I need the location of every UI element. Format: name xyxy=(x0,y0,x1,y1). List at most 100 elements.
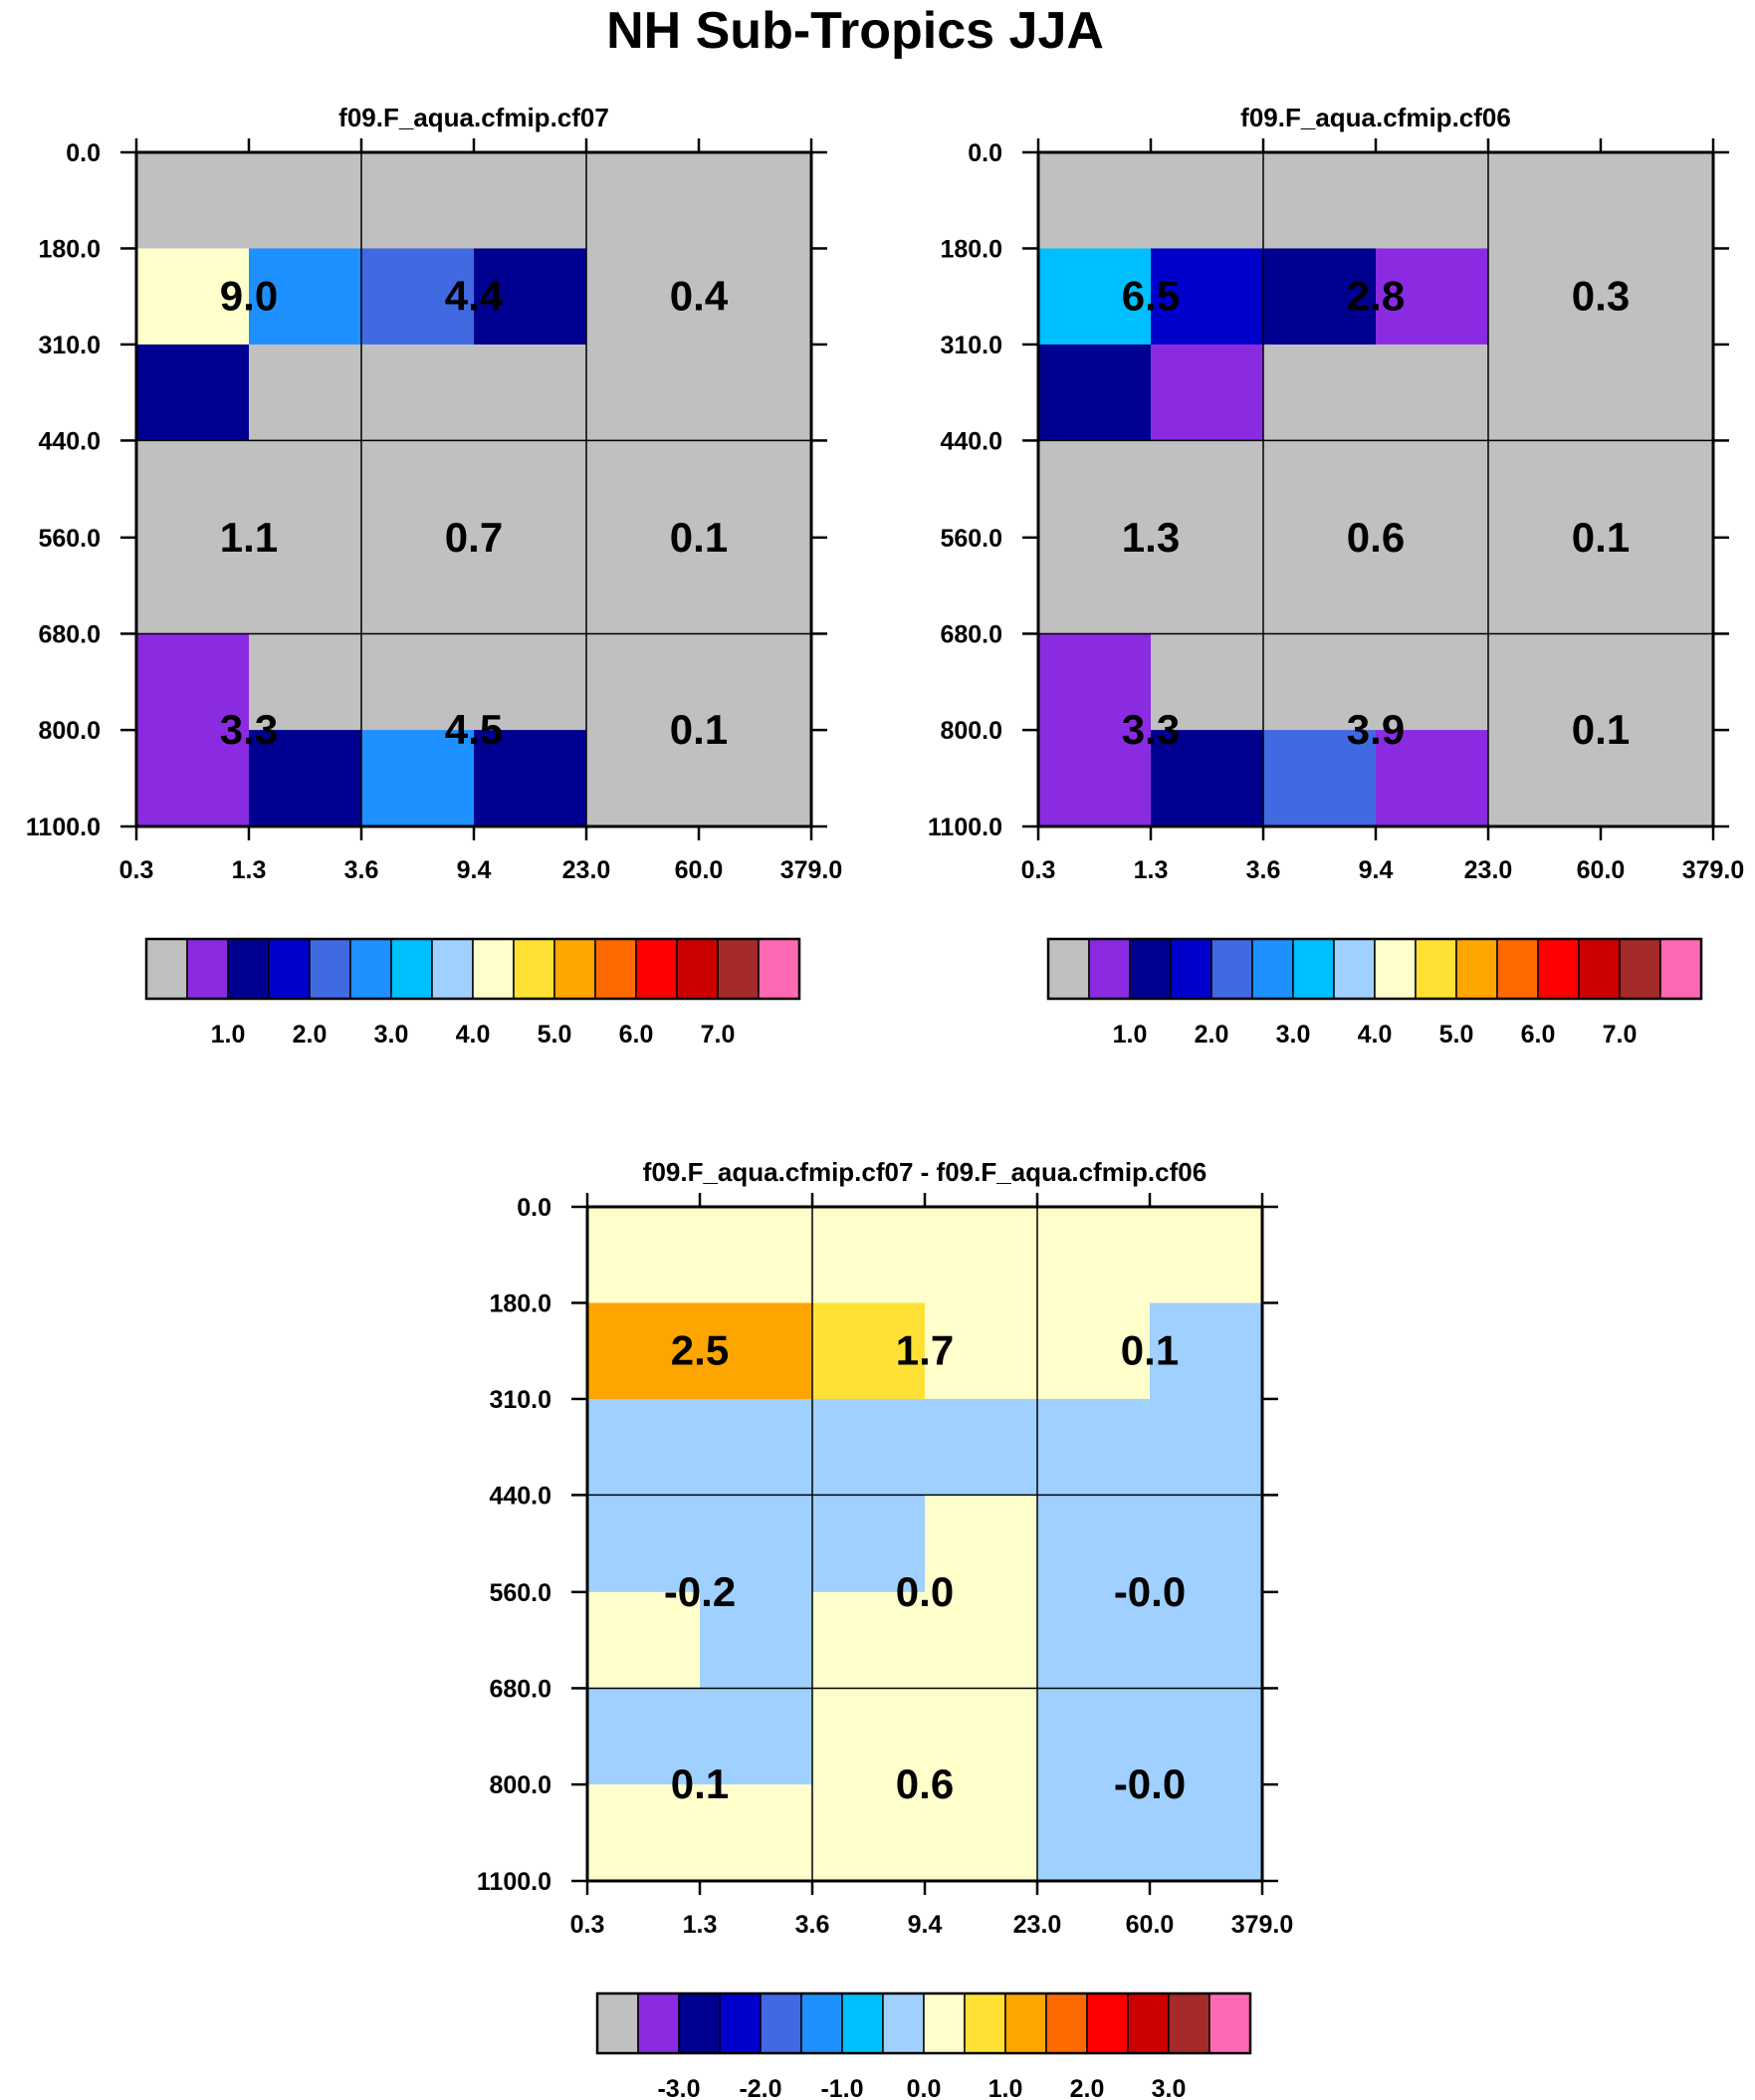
heatmap-cell xyxy=(699,730,812,827)
heatmap-cell xyxy=(925,1784,1038,1882)
heatmap-cell xyxy=(1488,248,1602,346)
colorbar-label: 7.0 xyxy=(1603,1021,1638,1049)
heatmap-cell xyxy=(586,633,700,731)
colorbar-box xyxy=(758,938,800,1000)
colorbar-box xyxy=(1004,1992,1047,2054)
y-tick-label: 1100.0 xyxy=(477,1868,551,1896)
heatmap-cell xyxy=(249,537,362,634)
panels: f09.F_aqua.cfmip.cf07 0.3 1.3 3.6 9.4 23.0 60.… xyxy=(26,103,1744,2100)
heatmap-cell xyxy=(1151,537,1264,634)
colorbar-box xyxy=(1659,938,1702,1000)
heatmap-cell xyxy=(1488,633,1602,731)
heatmap-cell xyxy=(587,1398,701,1496)
x-tick-label: 1.3 xyxy=(232,856,267,884)
heatmap-cell xyxy=(699,344,812,441)
heatmap-cell xyxy=(1488,440,1602,539)
colorbar-box xyxy=(1292,938,1335,1000)
colorbar-box xyxy=(1208,1992,1251,2054)
y-tick-label: 560.0 xyxy=(489,1579,551,1607)
cell-value-label: 1.1 xyxy=(220,514,278,561)
heatmap-cell xyxy=(587,1302,701,1400)
x-tick-label: 60.0 xyxy=(1126,1911,1175,1939)
cell-value-label: 0.1 xyxy=(670,706,728,753)
colorbar-box xyxy=(268,938,311,1000)
colorbar-label: 4.0 xyxy=(1358,1021,1393,1049)
heatmap-cell xyxy=(474,344,587,441)
heatmap-cell xyxy=(587,1207,701,1303)
colorbar-label: 7.0 xyxy=(701,1021,736,1049)
colorbar-label: 2.0 xyxy=(1195,1021,1229,1049)
heatmap-cell xyxy=(1150,1207,1263,1303)
colorbar-frame xyxy=(595,1991,1252,2055)
cell-value-label: -0.0 xyxy=(1114,1760,1186,1807)
heatmap-cell xyxy=(586,440,700,539)
y-tick-label: 800.0 xyxy=(38,717,101,745)
heatmap-cell xyxy=(361,537,475,634)
heatmap-cell xyxy=(700,1207,813,1303)
y-tick-label: 560.0 xyxy=(940,525,1002,553)
y-tick-label: 180.0 xyxy=(940,235,1002,263)
heatmap-cell xyxy=(587,1688,701,1785)
heatmap-cell xyxy=(925,1302,1038,1400)
colorbar-label: 3.0 xyxy=(1152,2075,1187,2100)
heatmap-cell xyxy=(361,730,475,827)
colorbar: -3.0 -2.0 -1.0 0.0 1.0 2.0 3.0 xyxy=(595,1991,1252,2100)
heatmap-cell xyxy=(812,1784,926,1882)
colorbar-label: 2.0 xyxy=(293,1021,328,1049)
heatmap-cell xyxy=(1263,344,1377,441)
colorbar-box xyxy=(1537,938,1580,1000)
heatmap-cell xyxy=(700,1495,813,1593)
heatmap-cell xyxy=(1151,730,1264,827)
colorbar-box xyxy=(513,938,555,1000)
cell-value-label: 0.6 xyxy=(1347,514,1405,561)
heatmap-cell xyxy=(587,1495,701,1593)
heatmap-cell xyxy=(586,730,700,827)
y-tick-label: 0.0 xyxy=(517,1194,551,1222)
heatmap-cell xyxy=(1038,730,1152,827)
cell-value-label: 9.0 xyxy=(220,273,278,320)
y-tick-label: 680.0 xyxy=(489,1675,551,1703)
heatmap-cell xyxy=(1376,440,1489,539)
colorbar-box xyxy=(596,1992,639,2054)
heatmap-cell xyxy=(136,730,250,827)
y-tick-label: 180.0 xyxy=(489,1289,551,1317)
heatmap-cell xyxy=(1038,537,1152,634)
colorbar-box xyxy=(227,938,270,1000)
colorbar-label: 3.0 xyxy=(374,1021,409,1049)
x-tick-label: 379.0 xyxy=(1682,856,1745,884)
panel-3: f09.F_aqua.cfmip.cf07 - f09.F_aqua.cfmip… xyxy=(477,1157,1293,2100)
heatmap-cell xyxy=(1038,440,1152,539)
colorbar-label: 0.0 xyxy=(907,2075,942,2100)
colorbar-box xyxy=(390,938,433,1000)
colorbar-box xyxy=(676,938,719,1000)
heatmap-cell xyxy=(925,1398,1038,1496)
heatmap-cell xyxy=(1376,344,1489,441)
y-tick-label: 1100.0 xyxy=(928,814,1002,841)
cell-value-label: 0.7 xyxy=(445,514,503,561)
heatmap-cell xyxy=(1151,152,1264,249)
colorbar-label: -2.0 xyxy=(739,2075,781,2100)
heatmap-cell xyxy=(1488,537,1602,634)
colorbar-box xyxy=(1047,938,1090,1000)
colorbar-box xyxy=(349,938,392,1000)
colorbar-box xyxy=(964,1992,1006,2054)
cell-value-label: 3.3 xyxy=(220,706,278,753)
heatmap-cell xyxy=(700,1398,813,1496)
colorbar-box xyxy=(717,938,760,1000)
heatmap-cell xyxy=(1038,344,1152,441)
heatmap-cell xyxy=(925,1591,1038,1689)
colorbar-label: -1.0 xyxy=(820,2075,863,2100)
heatmap-cell xyxy=(1376,633,1489,731)
colorbar-box xyxy=(1088,938,1131,1000)
colorbar-label: 6.0 xyxy=(1521,1021,1556,1049)
colorbar-label: 4.0 xyxy=(456,1021,491,1049)
cell-value-label: 4.5 xyxy=(445,706,503,753)
colorbar-box xyxy=(719,1992,762,2054)
colorbar-box xyxy=(1415,938,1457,1000)
heatmap-cell xyxy=(136,248,250,346)
colorbar-label: 1.0 xyxy=(1113,1021,1148,1049)
heatmap-cell xyxy=(1601,730,1714,827)
colorbar-box xyxy=(923,1992,966,2054)
colorbar-box xyxy=(760,1992,802,2054)
